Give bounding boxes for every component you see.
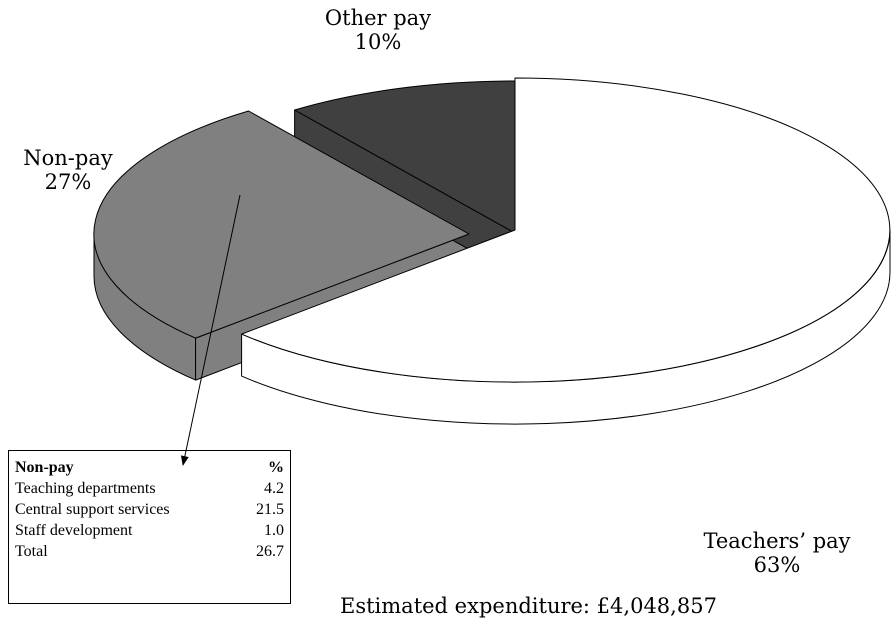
table-cell: 26.7 [256, 543, 284, 560]
slice [93, 110, 470, 339]
slice [294, 80, 516, 234]
slice-label: Other pay [325, 6, 431, 30]
table-row: Central support services 21.5 [15, 499, 284, 520]
table-row: Staff development 1.0 [15, 520, 284, 541]
table-cell: 21.5 [256, 501, 284, 518]
table-cell: 1.0 [264, 522, 284, 539]
slice [241, 77, 891, 383]
table-row: Teaching departments 4.2 [15, 478, 284, 499]
slice-value-label: 63% [754, 553, 801, 577]
slice-label: Non-pay [23, 146, 113, 170]
slice-value-label: 10% [355, 30, 402, 54]
table-cell: Total [15, 543, 48, 560]
table-header: Non-pay [15, 459, 74, 476]
slice-value-label: 27% [45, 170, 92, 194]
inset-table: Non-pay% Teaching departments 4.2 Central … [8, 450, 291, 604]
annotation: Estimated expenditure: £4,048,857 [340, 594, 717, 618]
table-cell: Central support services [15, 501, 170, 518]
table-cell: Staff development [15, 522, 133, 539]
table: Non-pay% Teaching departments 4.2 Central … [15, 457, 284, 562]
leader-line [180, 194, 241, 466]
slice-label: Teachers’ pay [703, 529, 850, 553]
table-row: Total 26.7 [15, 541, 284, 562]
table-cell: 4.2 [264, 480, 284, 497]
table-cell: Teaching departments [15, 480, 156, 497]
table-header: % [268, 459, 284, 476]
